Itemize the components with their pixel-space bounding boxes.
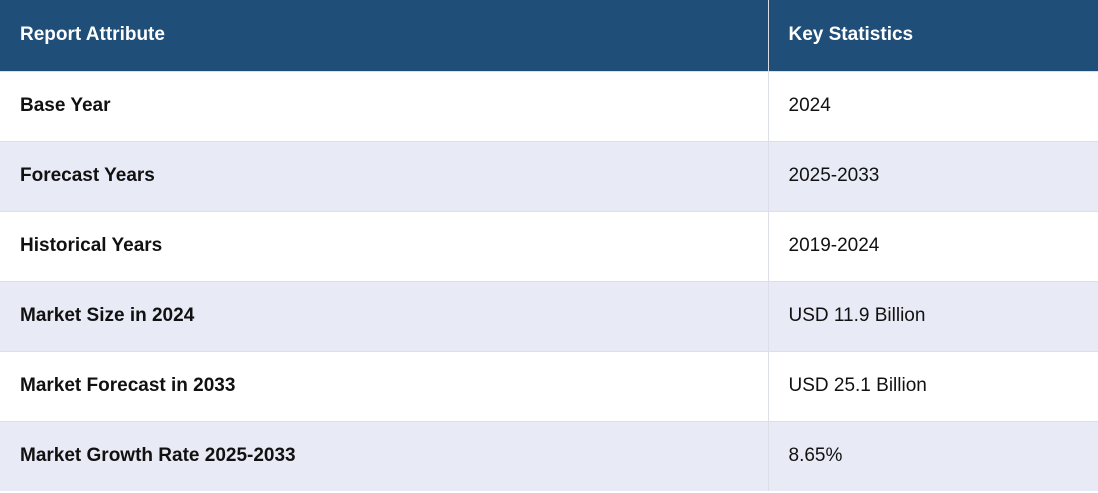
table-row: Market Growth Rate 2025-2033 8.65% xyxy=(0,421,1098,491)
row-value-base-year: 2024 xyxy=(767,71,1098,141)
table-body: Base Year 2024 Forecast Years 2025-2033 … xyxy=(0,71,1098,491)
header-key-statistics: Key Statistics xyxy=(767,0,1098,71)
row-value-growth-rate: 8.65% xyxy=(767,421,1098,491)
row-attribute-market-size: Market Size in 2024 xyxy=(20,305,195,326)
table-row: Market Size in 2024 USD 11.9 Billion xyxy=(0,281,1098,351)
table-row: Forecast Years 2025-2033 xyxy=(0,141,1098,211)
row-attribute-base-year: Base Year xyxy=(20,95,111,116)
row-attribute-market-forecast: Market Forecast in 2033 xyxy=(20,375,236,396)
header-report-attribute: Report Attribute xyxy=(20,24,165,46)
row-attribute-forecast-years: Forecast Years xyxy=(20,165,155,186)
table-row: Market Forecast in 2033 USD 25.1 Billion xyxy=(0,351,1098,421)
row-attribute-historical-years: Historical Years xyxy=(20,235,163,256)
table-header-row: Report Attribute Key Statistics xyxy=(0,0,1098,71)
row-value-forecast-years: 2025-2033 xyxy=(767,141,1098,211)
table-row: Historical Years 2019-2024 xyxy=(0,211,1098,281)
row-value-market-forecast: USD 25.1 Billion xyxy=(767,351,1098,421)
row-value-historical-years: 2019-2024 xyxy=(767,211,1098,281)
row-value-market-size: USD 11.9 Billion xyxy=(767,281,1098,351)
table-row: Base Year 2024 xyxy=(0,71,1098,141)
row-attribute-growth-rate: Market Growth Rate 2025-2033 xyxy=(20,445,296,467)
table-header: Report Attribute Key Statistics xyxy=(0,0,1098,71)
